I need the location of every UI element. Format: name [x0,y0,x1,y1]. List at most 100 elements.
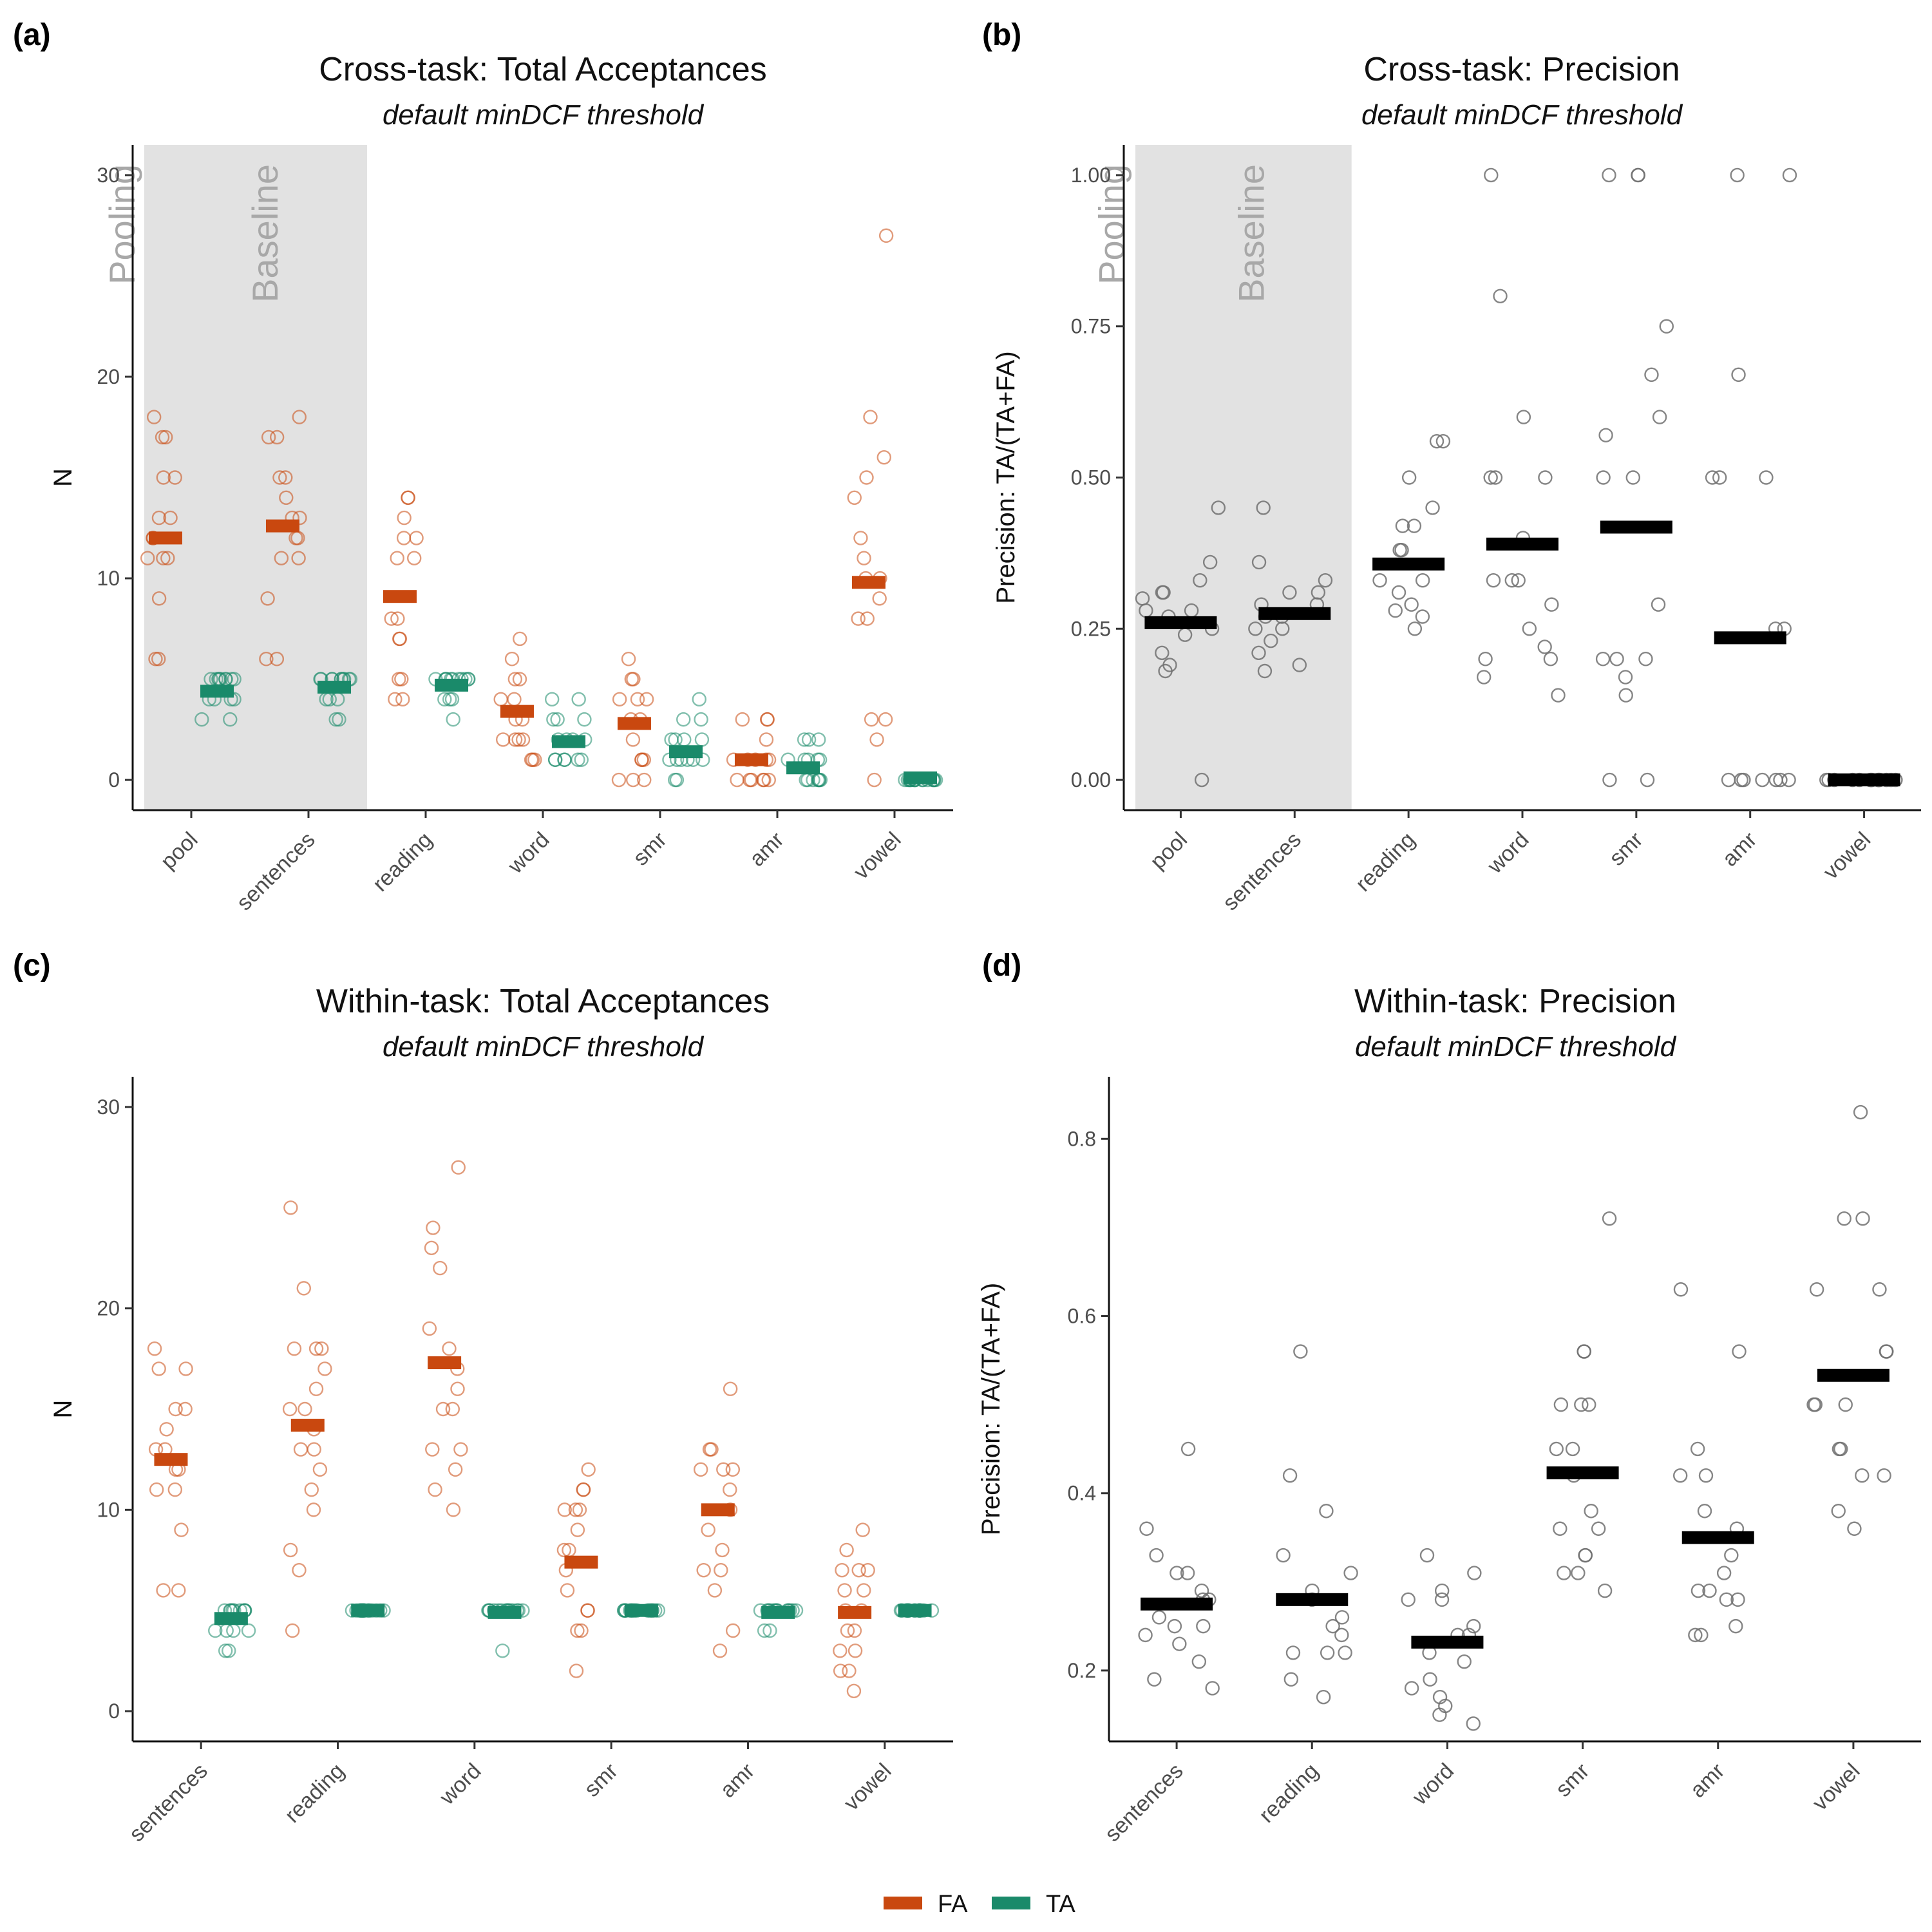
data-point-fa [704,1442,719,1457]
data-point-fa [859,470,874,485]
data-point-precision [1251,645,1266,661]
data-point-precision [1724,1548,1739,1563]
data-point-fa [390,611,405,626]
mean-bar-ta [200,685,234,698]
data-point-fa [723,1381,738,1396]
mean-bar-fa [851,576,886,589]
data-point-fa [848,1643,863,1658]
data-point-fa [158,430,173,445]
data-point-fa [863,410,878,424]
data-point-precision [1483,470,1498,485]
data-point-precision [1755,772,1770,788]
data-point-fa [507,672,523,687]
data-point-ta [668,772,683,788]
data-point-ta [544,692,560,707]
data-point-precision [1716,1566,1732,1580]
legend-swatch-ta [992,1897,1030,1909]
data-point-fa [513,631,527,647]
data-point-ta [446,712,460,727]
y-tick-label: 30 [97,164,120,187]
data-point-precision [1719,1592,1734,1607]
data-point-precision [1415,609,1430,624]
data-point-fa [448,1462,463,1477]
data-point-precision [1493,289,1508,303]
data-point-precision [1712,470,1727,485]
y-axis-title: N [49,1400,77,1419]
data-point-ta [546,712,561,727]
data-point-precision [1809,1282,1824,1297]
mean-bar-ta [435,678,469,692]
data-point-ta [548,752,563,767]
data-point-fa [735,712,750,727]
data-point-fa [147,1341,162,1356]
chart-title: Within-task: Precision [1354,983,1676,1020]
data-point-fa [556,1542,572,1558]
data-point-precision [1466,1618,1481,1634]
data-point-ta [762,1623,777,1638]
data-point-precision [1334,1627,1349,1643]
data-point-fa [149,1482,164,1497]
data-point-fa [621,652,636,667]
data-point-fa [151,1361,166,1376]
data-point-fa [314,1341,329,1356]
data-point-precision [1401,1592,1416,1607]
data-point-precision [1538,470,1553,485]
data-point-fa [857,1583,871,1598]
data-point-precision [1282,585,1297,600]
data-point-precision [1698,1468,1714,1483]
data-point-fa [725,1462,741,1477]
data-point-fa [147,410,162,424]
data-point-precision [1466,1716,1481,1731]
data-point-fa [696,1562,711,1578]
mean-bar-precision [1258,607,1331,620]
data-point-fa [835,1562,849,1578]
mean-bar-fa [564,1555,598,1569]
data-point-precision [1732,1344,1747,1359]
data-point-precision [1158,663,1173,679]
mean-bar-ta [317,681,352,694]
data-point-fa [156,1583,171,1598]
data-point-precision [1457,1654,1472,1669]
data-point-fa [842,1663,857,1678]
data-point-precision [1838,1397,1853,1412]
data-point-fa [160,551,175,565]
data-point-fa [278,470,293,485]
shade-label-pooling: Pooling [1091,164,1132,285]
data-point-precision [1618,688,1633,703]
mean-bar-precision [1681,1531,1754,1544]
data-point-precision [1872,1282,1887,1297]
chart-title: Cross-task: Precision [1363,51,1680,88]
chart-subtitle: default minDCF threshold [383,99,705,131]
data-point-fa [426,1220,440,1235]
data-point-fa [425,1442,440,1457]
data-point-precision [1338,1645,1352,1660]
mean-bar-ta [488,1605,522,1619]
data-point-fa [442,1341,457,1356]
data-point-precision [1196,1618,1211,1634]
data-point-precision [1651,597,1666,612]
data-point-precision [1549,1441,1564,1457]
mean-bar-ta [624,1604,658,1617]
data-point-precision [1476,670,1492,685]
mean-bar-precision [1486,537,1558,551]
mean-bar-ta [351,1604,385,1617]
data-point-fa [855,1522,870,1537]
mean-bar-precision [1411,1635,1484,1649]
data-point-precision [1631,167,1645,183]
shade-label-pooling: Pooling [102,164,142,285]
data-point-precision [1435,433,1451,449]
data-point-precision [1768,772,1783,788]
chart-subtitle: default minDCF threshold [383,1031,705,1063]
data-point-precision [1522,621,1537,636]
data-point-fa [279,490,294,506]
data-point-fa [527,752,542,767]
data-point-precision [1147,1672,1162,1687]
data-point-precision [1602,772,1617,788]
data-point-fa [282,1401,298,1417]
data-point-fa [833,1663,848,1678]
data-point-fa [283,1200,298,1215]
data-point-precision [1282,1468,1298,1483]
data-point-precision [1625,470,1640,485]
data-point-fa [569,1663,584,1678]
data-point-precision [1139,1521,1154,1536]
